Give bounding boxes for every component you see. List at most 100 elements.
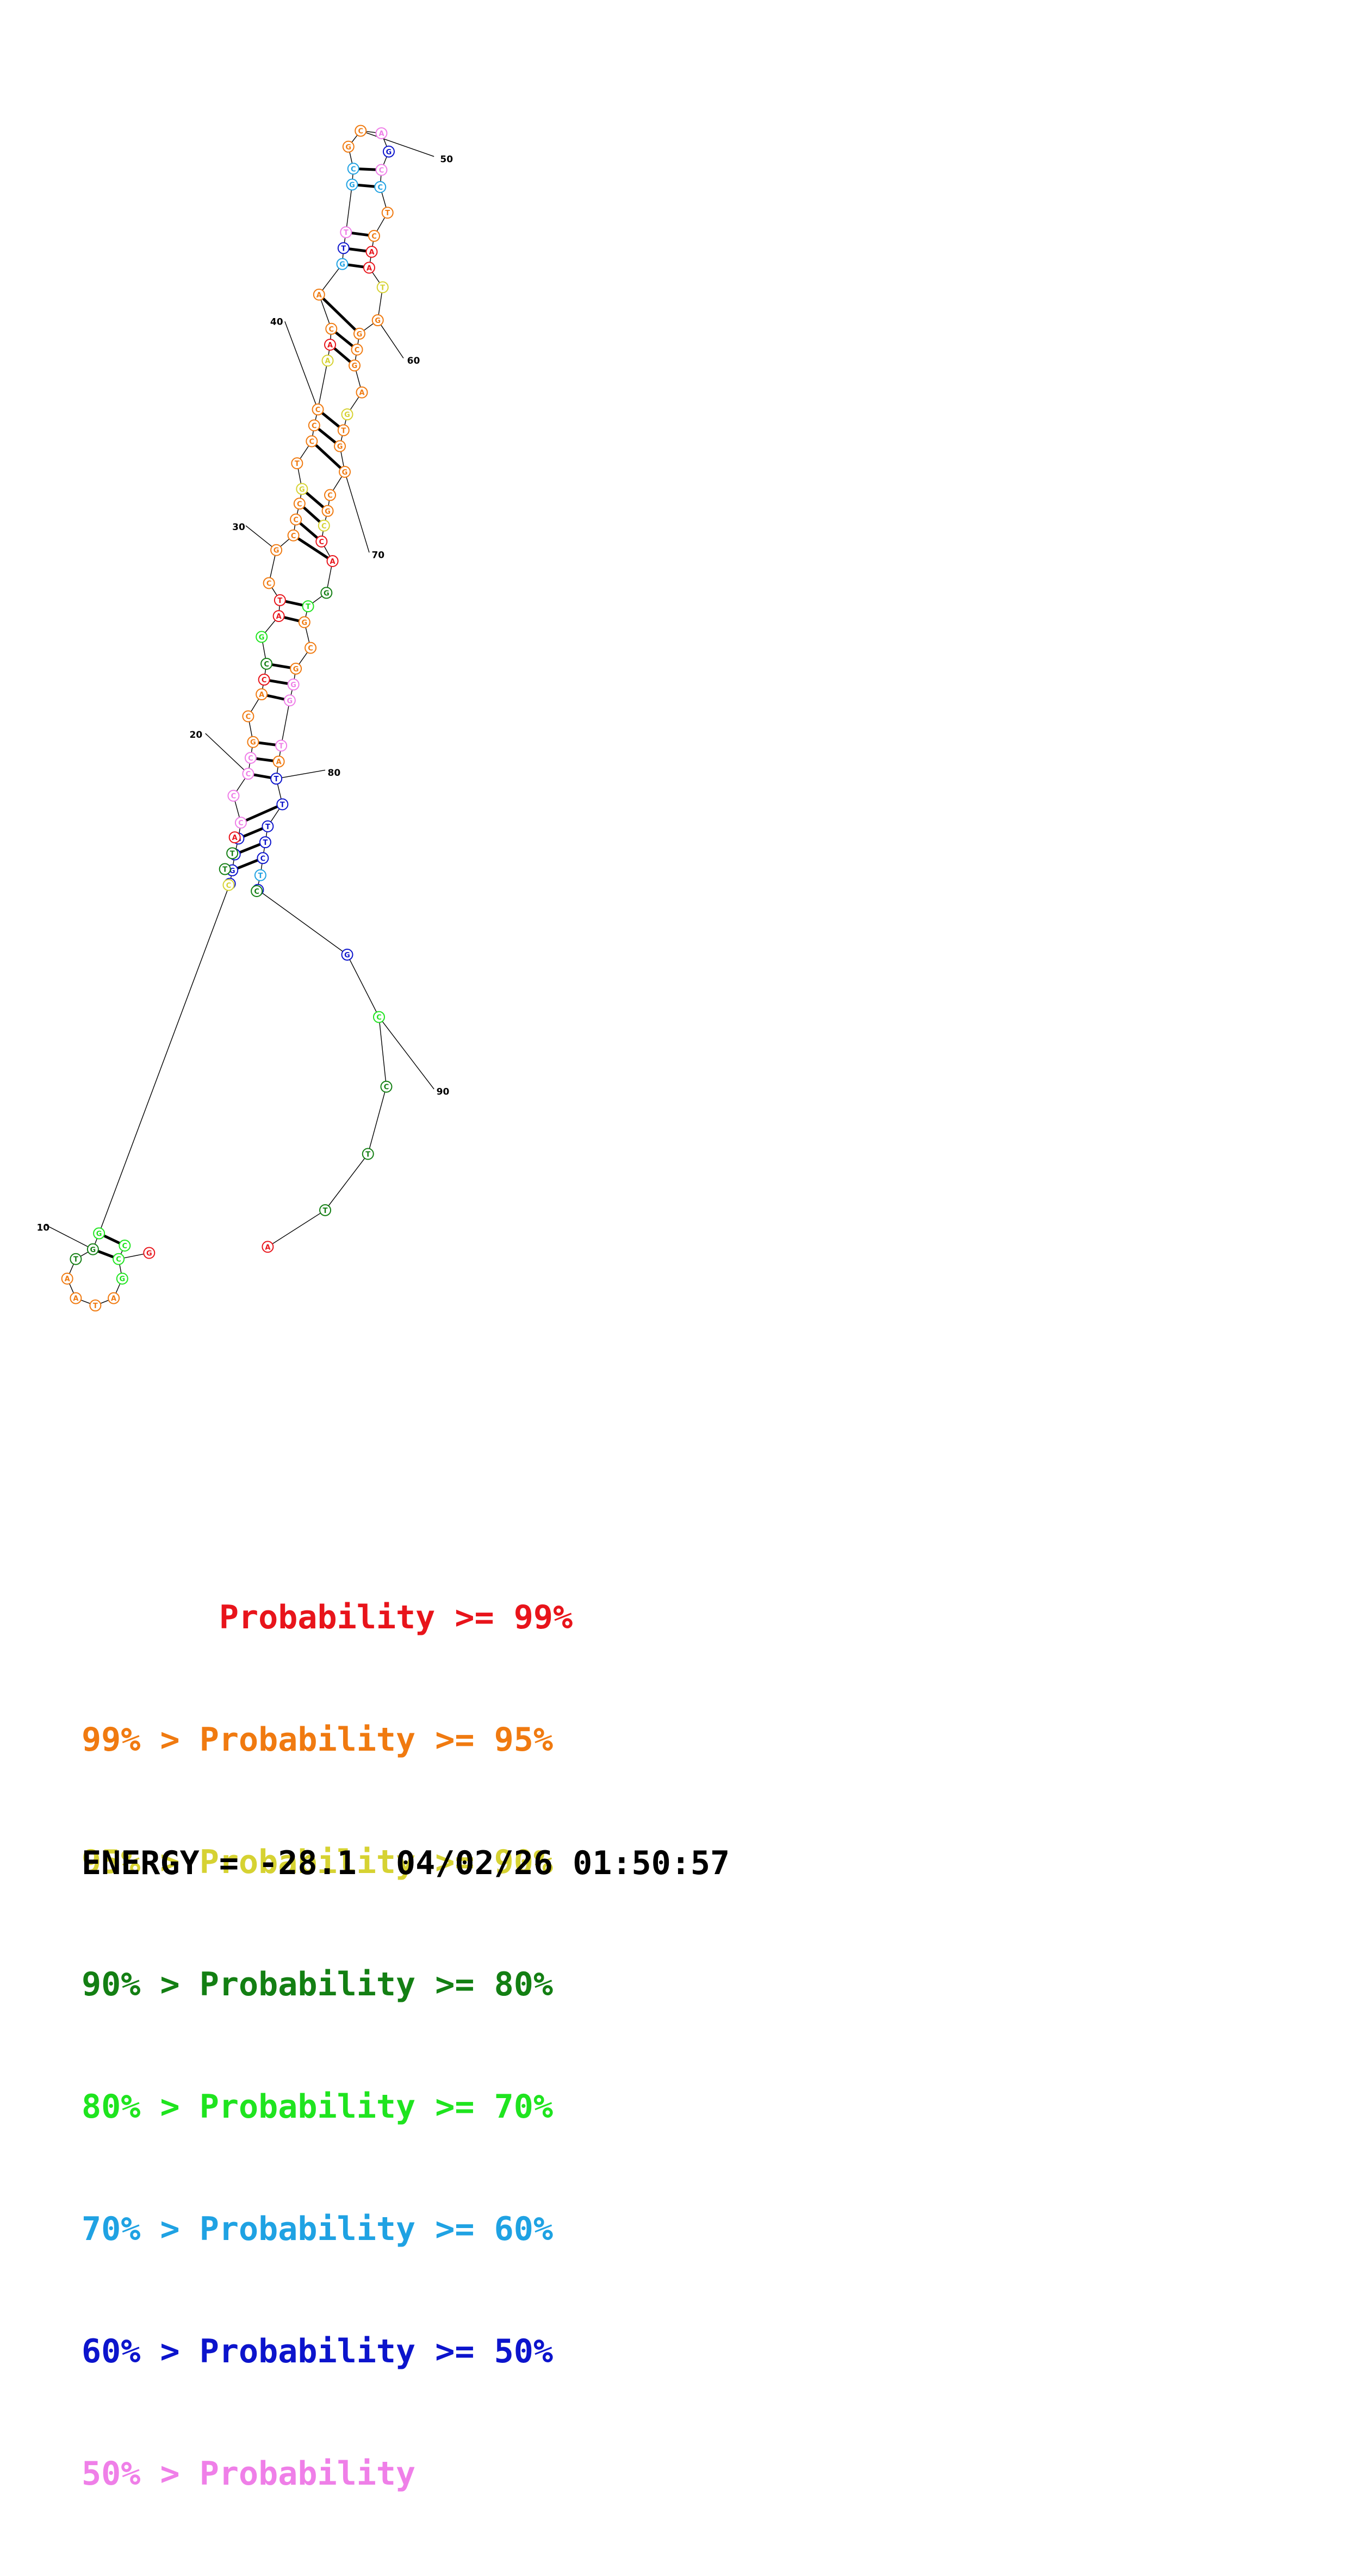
legend-entry-p80: 90% > Probability >= 80% (82, 1965, 553, 2003)
nucleotide-circle (362, 1148, 374, 1160)
nucleotide-letter: A (327, 341, 333, 350)
nucleotide: G (256, 631, 268, 643)
nucleotide-circle (321, 354, 334, 367)
nucleotide-circle (375, 164, 388, 176)
nucleotide: T (362, 1148, 374, 1160)
nucleotide: G (339, 465, 351, 478)
nucleotide: C (251, 885, 263, 898)
nucleotide: G (334, 440, 346, 452)
nucleotide-circle (374, 181, 387, 193)
position-tick (245, 525, 277, 551)
nucleotide: C (308, 419, 320, 432)
nucleotide: C (368, 229, 380, 242)
nucleotide-letter: G (339, 261, 345, 269)
nucleotide: A (256, 688, 268, 701)
nucleotide-letter: A (378, 130, 384, 138)
nucleotide-letter: A (325, 357, 331, 365)
base-pair-bond (318, 294, 361, 335)
nucleotide-circle (256, 688, 268, 701)
nucleotide-letter: A (316, 291, 322, 300)
nucleotide: C (234, 817, 247, 829)
energy-value: ENERGY = -28.1 (82, 1844, 357, 1882)
nucleotide-letter: A (73, 1295, 78, 1303)
nucleotide-circle (254, 869, 266, 881)
nucleotide-letter: C (260, 855, 266, 863)
nucleotide-circle (256, 631, 268, 643)
nucleotide-letter: C (355, 346, 360, 354)
nucleotide: T (259, 836, 271, 849)
nucleotide: G (283, 694, 296, 707)
nucleotide-letter: C (377, 184, 383, 192)
nucleotide-circle (259, 836, 271, 849)
nucleotide-letter: G (290, 681, 296, 689)
nucleotide-circle (226, 847, 239, 860)
nucleotide-circle (308, 419, 320, 432)
nucleotide-letter: T (93, 1302, 98, 1310)
nucleotide-circle (365, 246, 378, 258)
nucleotide-letter: G (344, 951, 350, 960)
nucleotide-letter: C (254, 888, 259, 896)
nucleotide-letter: G (325, 508, 331, 516)
nucleotide: A (272, 755, 285, 768)
nucleotide-letter: T (385, 209, 390, 217)
nucleotide: C (318, 519, 330, 532)
nucleotide-circle (349, 359, 361, 372)
nucleotide-circles: ATTCGGCGATAATGCCGAAGAGCCCCGCACCGATCGCCCG… (61, 125, 395, 1312)
nucleotide: T (337, 424, 350, 437)
nucleotide-letter: C (297, 500, 302, 508)
nucleotide-letter: G (344, 411, 350, 419)
nucleotide: G (349, 359, 361, 372)
nucleotide-letter: G (274, 547, 279, 555)
nucleotide-letter: T (258, 872, 263, 880)
nucleotide-circle (336, 258, 349, 270)
nucleotide-letter: C (246, 713, 251, 721)
nucleotide: A (262, 1241, 274, 1253)
nucleotide: G (143, 1247, 156, 1259)
nucleotide-letter: A (369, 248, 374, 257)
nucleotide-letter: T (263, 839, 268, 847)
nucleotide: A (324, 339, 337, 351)
backbone-segment (368, 1086, 387, 1154)
nucleotide: G (320, 587, 333, 599)
nucleotide-circle (318, 519, 330, 532)
nucleotide-circle (275, 739, 288, 752)
nucleotide: A (326, 555, 339, 567)
nucleotide-circle (287, 679, 300, 691)
nucleotide-circle (353, 327, 366, 340)
nucleotide: T (89, 1299, 102, 1312)
nucleotide: C (355, 125, 367, 137)
nucleotide-circle (319, 1204, 332, 1216)
nucleotide-circle (368, 229, 380, 242)
nucleotide: C (293, 497, 306, 510)
position-label: 10 (36, 1222, 49, 1233)
nucleotide: G (270, 544, 283, 556)
nucleotide-letter: C (262, 676, 267, 685)
nucleotide-circle (89, 1299, 102, 1312)
backbone-segment (319, 264, 343, 295)
nucleotide-letter: C (238, 819, 244, 827)
base-pair-bond (293, 534, 333, 563)
nucleotide: T (302, 600, 314, 613)
nucleotide-circle (234, 817, 247, 829)
nucleotide-letter: C (321, 522, 327, 531)
nucleotide-circle (143, 1247, 156, 1259)
nucleotide-circle (347, 163, 359, 175)
nucleotide-circle (287, 529, 300, 542)
nucleotide-letter: T (230, 850, 235, 858)
nucleotide-circle (356, 386, 368, 399)
nucleotide-letter: T (306, 603, 310, 611)
nucleotide-circle (324, 339, 337, 351)
nucleotide: G (290, 662, 302, 675)
nucleotide-circle (346, 178, 358, 191)
nucleotide: C (315, 535, 328, 547)
nucleotide: G (346, 178, 358, 191)
nucleotide-circle (381, 207, 394, 219)
backbone-segment (346, 954, 380, 1017)
timestamp: 04/02/26 01:50:57 (395, 1844, 730, 1882)
nucleotide-letter: C (371, 233, 377, 241)
nucleotide-letter: T (341, 427, 346, 435)
nucleotide-letter: T (323, 1207, 328, 1215)
backbone-segment (98, 883, 231, 1234)
nucleotide-letter: T (341, 245, 346, 253)
nucleotide-circle (262, 1241, 274, 1253)
